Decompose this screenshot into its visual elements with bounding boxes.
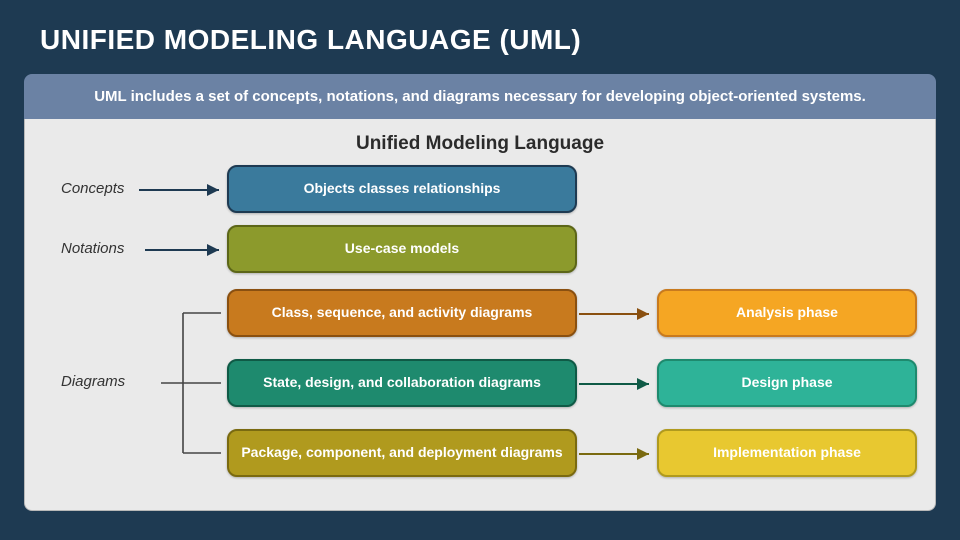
- bracket-diagrams: [143, 285, 233, 485]
- box-notations: Use-case models: [227, 225, 577, 273]
- box-concepts: Objects classes relationships: [227, 165, 577, 213]
- box-phase-implementation: Implementation phase: [657, 429, 917, 477]
- diagrams-group: Diagrams Class, sequence, and activity d…: [47, 285, 913, 485]
- panel-heading: Unified Modeling Language: [47, 133, 913, 155]
- arrow-concepts: [139, 189, 227, 191]
- row-notations: Notations Use-case models: [47, 225, 913, 285]
- arrow-analysis: [579, 313, 657, 315]
- box-diagram-design: State, design, and collaboration diagram…: [227, 359, 577, 407]
- box-phase-analysis: Analysis phase: [657, 289, 917, 337]
- box-phase-design: Design phase: [657, 359, 917, 407]
- row-concepts: Concepts Objects classes relationships: [47, 165, 913, 225]
- arrow-design: [579, 383, 657, 385]
- slide-title: UNIFIED MODELING LANGUAGE (UML): [0, 0, 960, 56]
- arrow-implementation: [579, 453, 657, 455]
- box-diagram-analysis: Class, sequence, and activity diagrams: [227, 289, 577, 337]
- box-diagram-implementation: Package, component, and deployment diagr…: [227, 429, 577, 477]
- label-concepts: Concepts: [61, 180, 124, 197]
- label-diagrams: Diagrams: [61, 373, 125, 390]
- label-notations: Notations: [61, 240, 124, 257]
- content-panel: Unified Modeling Language Concepts Objec…: [24, 119, 936, 511]
- subtitle-bar: UML includes a set of concepts, notation…: [24, 74, 936, 119]
- arrow-notations: [145, 249, 227, 251]
